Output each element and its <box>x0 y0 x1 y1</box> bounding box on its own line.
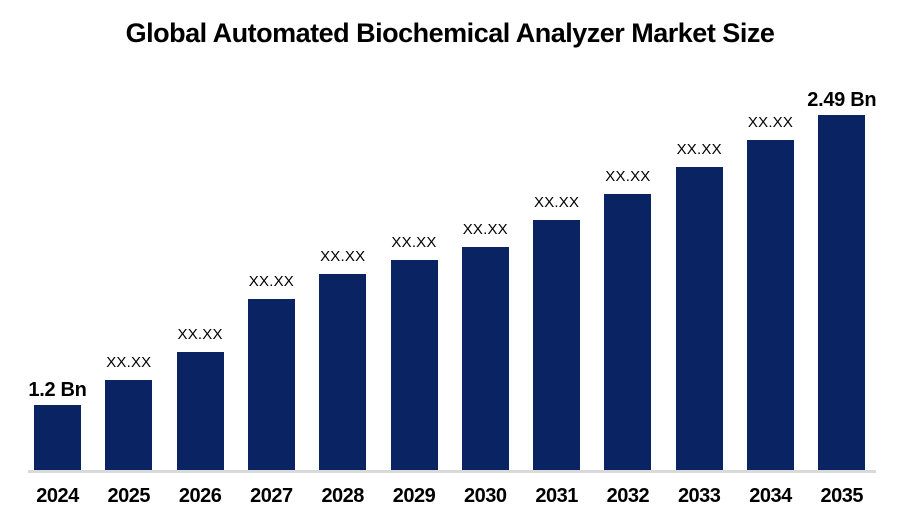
bar-2026 <box>176 352 224 470</box>
bar-value-label-2032: XX.XX <box>605 168 651 185</box>
bar-value-label-2030: XX.XX <box>462 221 508 238</box>
x-axis-tick-label-2035: 2035 <box>820 485 864 507</box>
bar-2035 <box>818 115 866 470</box>
bar-value-label-2034: XX.XX <box>747 114 794 131</box>
bar-value-label-2035: 2.49 Bn <box>807 89 877 111</box>
bar-value-label-2024: 1.2 Bn <box>28 379 87 401</box>
bar-value-label-2026: XX.XX <box>177 326 223 343</box>
x-axis-tick-label-2030: 2030 <box>464 485 507 507</box>
x-axis-tick-label-2031: 2031 <box>535 485 578 507</box>
bar-value-label-2029: XX.XX <box>391 234 437 251</box>
x-axis-tick-label-2026: 2026 <box>178 485 222 507</box>
x-axis-tick-label-2033: 2033 <box>677 485 721 507</box>
bar-2029 <box>390 260 438 470</box>
x-axis-tick-label-2025: 2025 <box>107 485 151 507</box>
bar-value-label-2027: XX.XX <box>248 273 294 290</box>
bar-2027 <box>247 299 295 470</box>
bar-2030 <box>461 247 509 470</box>
x-axis-line <box>28 470 876 473</box>
bar-2024 <box>34 405 81 470</box>
bar-value-label-2033: XX.XX <box>676 141 722 158</box>
bar-2031 <box>533 220 581 470</box>
x-axis-tick-label-2032: 2032 <box>606 485 650 507</box>
bar-2032 <box>604 194 652 470</box>
x-axis-tick-label-2024: 2024 <box>36 485 79 507</box>
x-axis-tick-label-2027: 2027 <box>250 485 293 507</box>
bar-2034 <box>747 140 794 470</box>
bar-value-label-2031: XX.XX <box>534 194 580 211</box>
x-axis-tick-label-2029: 2029 <box>392 485 436 507</box>
x-axis-tick-label-2028: 2028 <box>321 485 364 507</box>
bar-2028 <box>319 274 367 470</box>
chart-title: Global Automated Biochemical Analyzer Ma… <box>125 18 775 48</box>
bar-value-label-2025: XX.XX <box>106 354 152 371</box>
bar-2033 <box>675 167 723 470</box>
bar-value-label-2028: XX.XX <box>320 248 366 265</box>
bar-2025 <box>105 380 153 470</box>
x-axis-tick-label-2034: 2034 <box>749 485 792 507</box>
